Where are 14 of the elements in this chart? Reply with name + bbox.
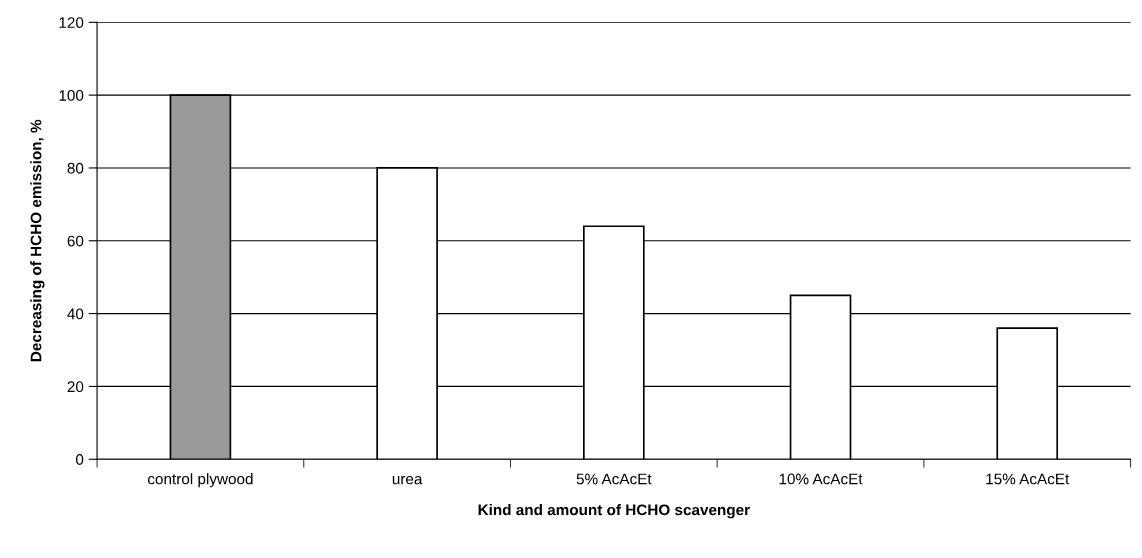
y-tick-label: 100 xyxy=(59,90,84,101)
y-axis-title: Decreasing of HCHO emission, % xyxy=(30,119,45,362)
y-tick-label: 120 xyxy=(59,17,84,29)
y-tick-label: 80 xyxy=(67,162,84,174)
y-tick-label: 20 xyxy=(67,381,84,393)
y-tick-label: 0 xyxy=(75,454,84,465)
x-tick-label: 5% AcAcEt xyxy=(576,473,652,485)
x-tick-label: 10% AcAcEt xyxy=(779,473,863,485)
x-tick-label: urea xyxy=(392,475,423,485)
x-tick-label: 15% AcAcEt xyxy=(986,473,1070,485)
x-axis-title: Kind and amount of HCHO scavenger xyxy=(478,504,750,519)
y-tick-label: 40 xyxy=(67,308,84,320)
y-tick-label: 60 xyxy=(67,235,84,247)
x-tick-label: control plywood xyxy=(148,473,253,488)
